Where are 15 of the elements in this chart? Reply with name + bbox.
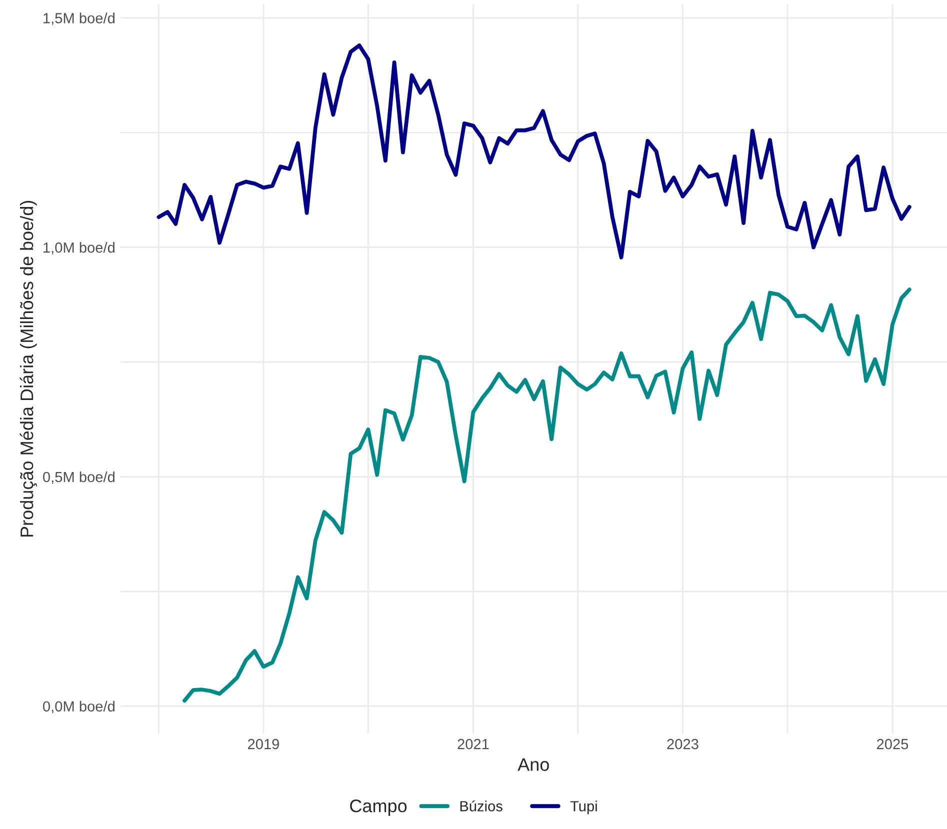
x-tick-label: 2021 xyxy=(458,738,489,750)
y-tick-label: 0,0M boe/d xyxy=(43,700,114,714)
y-tick-label: 1,5M boe/d xyxy=(44,12,114,26)
line-series xyxy=(156,43,912,260)
x-axis-title: Ano xyxy=(518,758,549,771)
y-tick-label: 0,5M boe/d xyxy=(43,471,114,484)
legend-title: Campo xyxy=(350,800,407,816)
x-tick-label: 2019 xyxy=(248,738,279,750)
y-tick-label: 1,0M boe/d xyxy=(44,242,114,254)
line-series xyxy=(182,288,912,703)
y-axis-title: Produção Média Diária (Milhões de boe/d) xyxy=(20,200,37,537)
x-tick-label: 2023 xyxy=(667,738,698,750)
legend-label: Búzios xyxy=(460,800,502,812)
x-tick-label: 2025 xyxy=(876,738,908,750)
legend-label: Tupi xyxy=(570,800,597,814)
